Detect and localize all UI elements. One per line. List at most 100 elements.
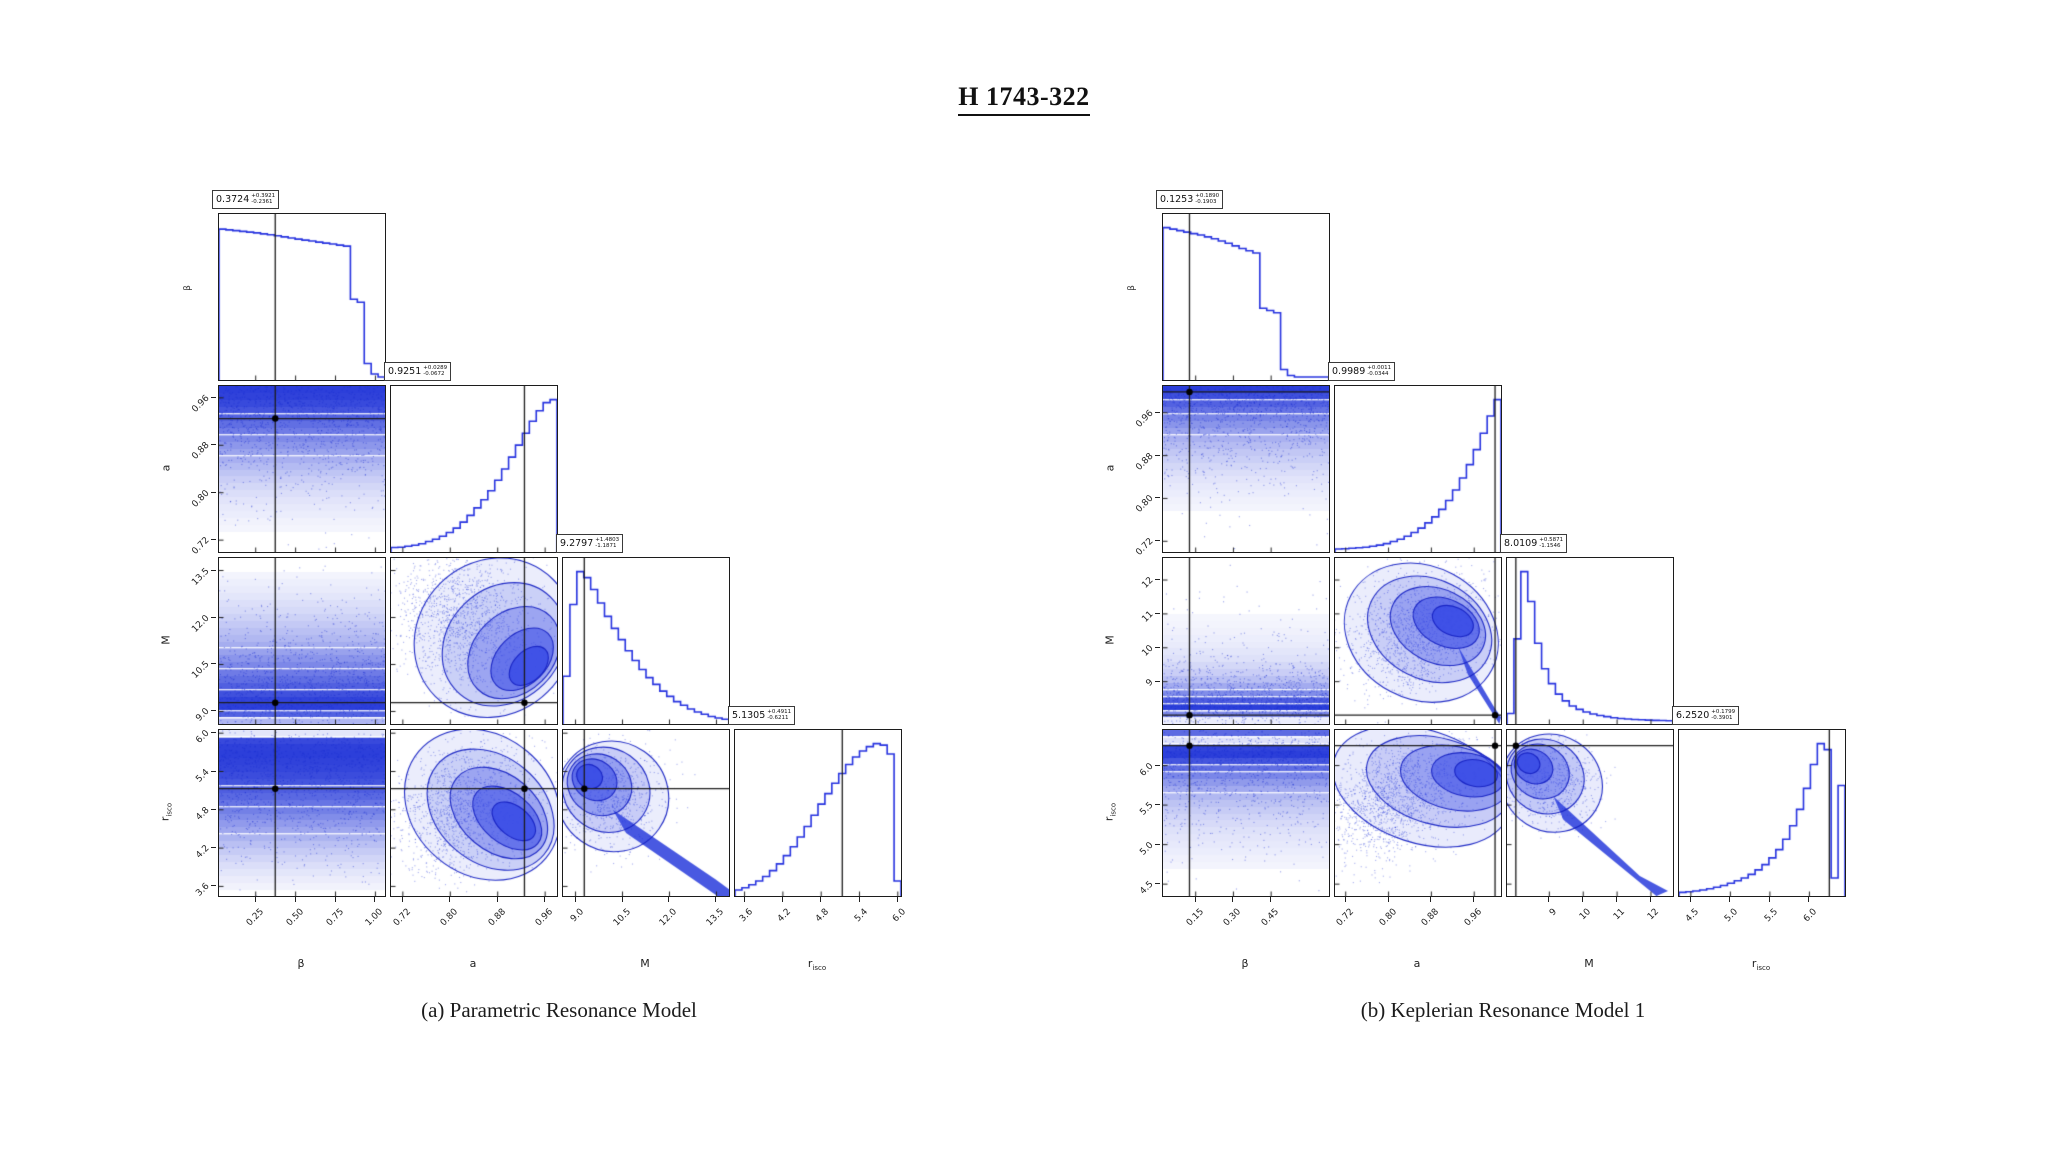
y-tick-label: 9.0 [194, 706, 212, 725]
x-tick [1270, 897, 1272, 902]
x-tick-label: 10 [1578, 907, 1594, 923]
y-tick-label: 0.96 [190, 393, 212, 415]
y-tick [1155, 764, 1160, 766]
y-tick-label: 12.0 [190, 612, 212, 635]
panel-b-2-0 [1162, 557, 1330, 725]
y-tick-label: 4.2 [194, 843, 212, 861]
y-tick [1155, 612, 1160, 614]
estimate-b-3: 6.2520 +0.1799 -0.3901 [1672, 706, 1740, 725]
x-tick [1649, 897, 1651, 902]
x-tick [1689, 897, 1691, 902]
y-tick [211, 732, 216, 734]
estimate-value: 8.0109 [1504, 538, 1538, 549]
estimate-b-0: 0.1253 +0.1890 -0.1903 [1156, 190, 1224, 209]
panel-a-2-0 [218, 557, 386, 725]
y-tick [1155, 883, 1160, 885]
x-tick [743, 897, 745, 902]
x-axis-label-a-0: β [297, 957, 305, 970]
y-tick-label: 5.4 [194, 766, 212, 785]
y-axis-label-b-1: a [1103, 464, 1117, 472]
estimate-errors: +0.5871 -1.1546 [1539, 537, 1563, 549]
estimate-errors: +1.4803 -1.1871 [595, 537, 620, 549]
y-tick [1155, 680, 1160, 682]
y-tick [1155, 411, 1160, 413]
corner-plot-a: 0.3724 +0.3921 -0.2361 0.9251 +0.0289 -0.0672… [158, 190, 918, 972]
x-tick-label: 6.0 [890, 907, 908, 925]
y-tick [1155, 843, 1160, 845]
x-tick [254, 897, 256, 902]
x-tick-label: 0.72 [391, 907, 413, 929]
x-tick [574, 897, 576, 902]
x-tick [896, 897, 898, 902]
panel-a-1-0 [218, 385, 386, 553]
x-tick-label: 0.88 [486, 907, 508, 929]
y-tick [211, 539, 216, 541]
x-tick-label: 0.45 [1259, 907, 1282, 929]
y-tick [211, 770, 216, 772]
y-axis-label-a-0: β [183, 284, 193, 291]
x-tick [1344, 897, 1346, 902]
estimate-errors: +0.3921 -0.2361 [251, 193, 275, 205]
y-axis-label-b-3: risco [1102, 802, 1118, 822]
estimate-plus: +0.1799 [1711, 709, 1736, 715]
panel-a-3-1 [390, 729, 558, 897]
x-tick [294, 897, 296, 902]
y-tick [1155, 454, 1160, 456]
x-tick-label: 0.96 [1463, 907, 1485, 929]
x-tick [668, 897, 670, 902]
x-tick-label: 10.5 [611, 907, 633, 929]
estimate-value: 9.2797 [560, 538, 594, 549]
estimate-errors: +0.0289 -0.0672 [423, 365, 447, 377]
y-axis-label-a-1: a [159, 464, 173, 472]
estimate-minus: -1.1546 [1539, 542, 1561, 549]
x-tick-label: 9 [1548, 907, 1560, 919]
x-tick-label: 13.5 [705, 907, 727, 929]
x-tick-label: 5.4 [852, 907, 870, 925]
y-tick [1155, 804, 1160, 806]
estimate-plus: +0.0011 [1367, 365, 1392, 371]
x-axis-label-a-1: a [469, 957, 477, 970]
x-tick [621, 897, 623, 902]
estimate-a-0: 0.3724 +0.3921 -0.2361 [212, 190, 280, 209]
y-tick [1155, 540, 1160, 542]
x-axis-label-b-2: M [1584, 957, 1594, 970]
y-tick-label: 4.8 [194, 805, 212, 823]
estimate-b-2: 8.0109 +0.5871 -1.1546 [1500, 534, 1568, 553]
estimate-errors: +0.0011 -0.0344 [1367, 365, 1392, 377]
y-tick [1155, 579, 1160, 581]
y-tick-label: 0.88 [1134, 451, 1156, 473]
y-tick [211, 396, 216, 398]
x-tick-label: 0.88 [1420, 907, 1442, 929]
y-tick-label: 0.88 [190, 440, 212, 462]
y-tick-label: 10 [1140, 643, 1156, 659]
estimate-minus: -0.1903 [1195, 198, 1217, 205]
panel-b-0-0 [1162, 213, 1330, 381]
estimate-minus: -0.0672 [423, 370, 445, 377]
estimate-a-3: 5.1305 +0.4911 -0.6211 [728, 706, 796, 725]
estimate-plus: +1.4803 [595, 537, 620, 543]
x-tick-label: 0.30 [1222, 907, 1244, 929]
x-tick-label: 11 [1611, 907, 1628, 923]
panel-a-2-1 [390, 557, 558, 725]
estimate-minus: -0.0344 [1367, 370, 1389, 377]
y-tick-label: 5.0 [1138, 840, 1156, 858]
panel-a-0-0 [218, 213, 386, 381]
y-tick-label: 6.0 [194, 728, 212, 746]
estimate-errors: +0.1799 -0.3901 [1711, 709, 1736, 721]
x-tick-label: 5.0 [1723, 907, 1741, 925]
estimate-plus: +0.4911 [767, 709, 792, 715]
x-tick-label: 9.0 [568, 907, 586, 925]
x-axis-label-b-0: β [1241, 957, 1249, 970]
x-tick-label: 3.6 [737, 907, 755, 925]
estimate-minus: -0.2361 [251, 198, 273, 205]
y-tick [211, 569, 216, 571]
y-tick [1155, 646, 1160, 648]
x-tick-label: 6.0 [1802, 907, 1820, 925]
x-tick-label: 0.25 [244, 907, 266, 929]
x-tick [449, 897, 451, 902]
estimate-a-1: 0.9251 +0.0289 -0.0672 [384, 362, 452, 381]
estimate-value: 0.9251 [388, 366, 422, 377]
y-tick-label: 5.5 [1138, 800, 1156, 818]
panel-b-3-0 [1162, 729, 1330, 897]
